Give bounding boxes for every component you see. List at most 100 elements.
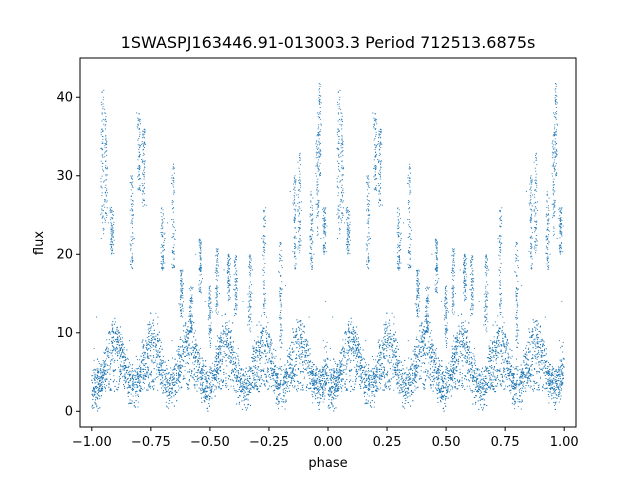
- data-point: [342, 354, 345, 356]
- data-point: [320, 384, 322, 386]
- data-point: [279, 358, 281, 360]
- data-point: [387, 381, 389, 383]
- data-point: [104, 388, 107, 390]
- data-point: [105, 363, 107, 365]
- data-point: [523, 359, 525, 361]
- data-point: [512, 366, 514, 368]
- data-point: [342, 385, 344, 387]
- data-point: [500, 350, 502, 352]
- data-point: [245, 384, 247, 386]
- data-point: [534, 338, 536, 340]
- data-point: [234, 389, 236, 392]
- data-point: [315, 366, 317, 368]
- data-point: [157, 375, 159, 377]
- data-point: [398, 380, 400, 382]
- data-point: [132, 381, 134, 383]
- data-point: [425, 352, 427, 354]
- data-point: [346, 349, 348, 351]
- data-point: [163, 373, 165, 375]
- data-point: [405, 377, 407, 379]
- data-point: [238, 396, 240, 398]
- data-point: [454, 361, 457, 363]
- data-point: [359, 343, 361, 345]
- data-point: [536, 337, 538, 339]
- data-point: [511, 386, 513, 388]
- data-point: [340, 378, 342, 380]
- data-point: [167, 407, 169, 409]
- data-point: [447, 380, 450, 382]
- data-point: [127, 358, 129, 360]
- data-point: [246, 398, 248, 400]
- data-point: [341, 388, 343, 390]
- data-point: [416, 336, 418, 338]
- data-point: [368, 381, 370, 383]
- data-point: [535, 327, 537, 329]
- data-point: [157, 323, 159, 325]
- data-point: [124, 374, 126, 376]
- data-point: [529, 387, 531, 389]
- data-point: [333, 368, 335, 370]
- data-point: [489, 365, 491, 367]
- data-point: [232, 358, 234, 360]
- data-point: [440, 376, 442, 378]
- data-point: [450, 364, 452, 366]
- data-point: [120, 371, 122, 373]
- data-point: [337, 371, 339, 373]
- data-point: [368, 384, 370, 386]
- data-point: [157, 351, 159, 354]
- data-point: [392, 365, 394, 367]
- data-point: [178, 389, 180, 391]
- data-point: [247, 375, 249, 377]
- data-point: [459, 368, 461, 370]
- data-point: [253, 340, 256, 342]
- data-point: [358, 375, 360, 377]
- data-point: [203, 396, 205, 398]
- data-point: [302, 384, 304, 386]
- data-point: [439, 381, 441, 383]
- data-point: [130, 393, 132, 395]
- data-point: [371, 371, 373, 373]
- data-point: [367, 383, 369, 385]
- data-point: [495, 349, 497, 351]
- data-point: [300, 358, 302, 360]
- data-point: [561, 388, 563, 390]
- data-point: [328, 404, 330, 406]
- data-point: [563, 357, 565, 359]
- data-point: [283, 368, 285, 371]
- data-point: [250, 371, 252, 373]
- data-point: [450, 360, 452, 362]
- data-point: [178, 354, 180, 356]
- data-point: [249, 384, 251, 386]
- data-point: [333, 389, 335, 391]
- data-point: [156, 350, 158, 353]
- data-point: [218, 361, 220, 363]
- data-point: [172, 372, 174, 374]
- data-point: [261, 343, 263, 345]
- data-point: [538, 384, 540, 386]
- data-point: [277, 399, 279, 401]
- data-point: [504, 385, 507, 387]
- data-point: [135, 371, 137, 373]
- data-point: [160, 368, 162, 370]
- data-point: [470, 376, 472, 378]
- data-point: [165, 383, 167, 385]
- data-point: [372, 378, 375, 380]
- data-point: [391, 312, 393, 314]
- data-point: [455, 350, 457, 352]
- data-point: [475, 367, 477, 369]
- data-point: [108, 365, 110, 367]
- data-point: [562, 341, 564, 344]
- data-point: [216, 340, 219, 342]
- data-point: [185, 345, 187, 347]
- data-point: [398, 382, 400, 385]
- data-point: [431, 376, 434, 378]
- data-point: [433, 363, 435, 365]
- data-point: [451, 376, 453, 379]
- data-point: [298, 356, 300, 358]
- data-point: [445, 392, 447, 394]
- data-point: [196, 378, 199, 380]
- data-point: [486, 366, 488, 368]
- data-point: [252, 379, 254, 381]
- data-point: [202, 366, 205, 368]
- data-point: [157, 389, 159, 391]
